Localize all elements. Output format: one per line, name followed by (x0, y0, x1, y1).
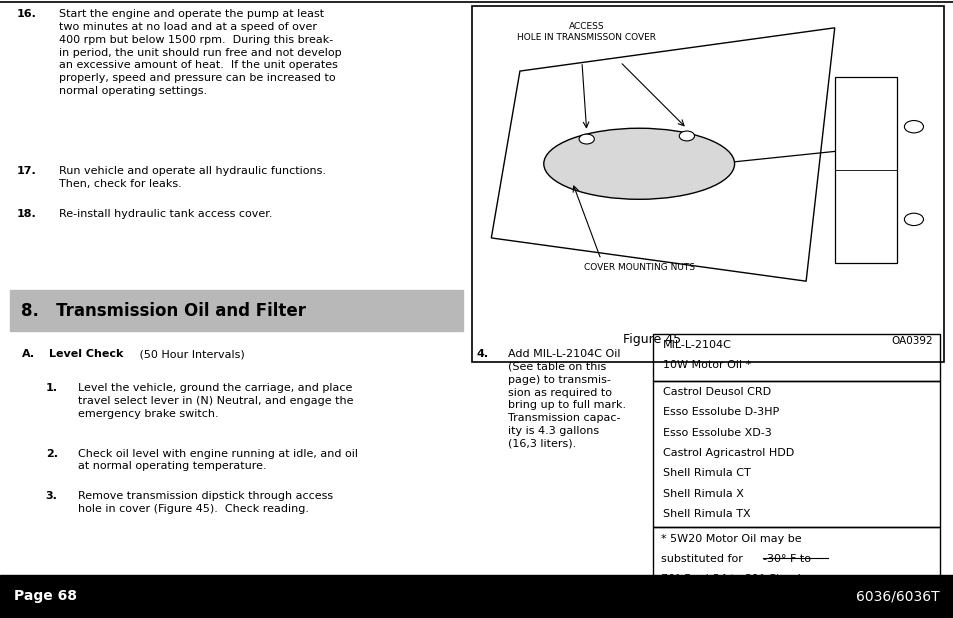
Text: Level Check: Level Check (49, 349, 123, 359)
Text: (-34 to 21° C) only.: (-34 to 21° C) only. (700, 575, 809, 585)
Text: Esso Essolube D-3HP: Esso Essolube D-3HP (662, 407, 779, 417)
Bar (653, 334, 939, 381)
Bar (653, 528, 939, 595)
Text: Run vehicle and operate all hydraulic functions.
Then, check for leaks.: Run vehicle and operate all hydraulic fu… (59, 166, 326, 189)
Text: 2.: 2. (46, 449, 58, 459)
Bar (0, 575, 953, 618)
Text: 16.: 16. (17, 9, 37, 19)
Bar (10, 290, 462, 331)
Text: OA0392: OA0392 (890, 336, 932, 346)
Text: 6036/6036T: 6036/6036T (855, 590, 939, 603)
Text: Level the vehicle, ground the carriage, and place
travel select lever in (N) Neu: Level the vehicle, ground the carriage, … (78, 383, 354, 419)
Text: 10W Motor Oil *: 10W Motor Oil * (662, 360, 751, 370)
Text: 8.   Transmission Oil and Filter: 8. Transmission Oil and Filter (21, 302, 306, 320)
Text: 4.: 4. (476, 349, 489, 359)
Text: COVER MOUNTING NUTS: COVER MOUNTING NUTS (583, 263, 694, 272)
Circle shape (578, 134, 594, 144)
Text: Add MIL-L-2104C Oil
(See table on this
page) to transmis-
sion as required to
br: Add MIL-L-2104C Oil (See table on this p… (507, 349, 625, 449)
Text: Castrol Deusol CRD: Castrol Deusol CRD (662, 387, 770, 397)
Text: A.: A. (22, 349, 35, 359)
Text: Page 68: Page 68 (14, 590, 77, 603)
Text: Check oil level with engine running at idle, and oil
at normal operating tempera: Check oil level with engine running at i… (78, 449, 358, 472)
Ellipse shape (543, 129, 734, 200)
Text: (50 Hour Intervals): (50 Hour Intervals) (136, 349, 245, 359)
Text: Castrol Agricastrol HDD: Castrol Agricastrol HDD (662, 448, 794, 458)
Text: Figure 45: Figure 45 (622, 333, 680, 346)
Text: 18.: 18. (17, 209, 37, 219)
Bar (472, 6, 943, 362)
Text: 17.: 17. (17, 166, 37, 176)
Bar (834, 77, 896, 263)
Text: substituted for: substituted for (660, 554, 745, 564)
Text: Shell Rimula TX: Shell Rimula TX (662, 509, 750, 519)
Text: -30° F to: -30° F to (762, 554, 810, 564)
Text: 1.: 1. (46, 383, 58, 393)
Text: Start the engine and operate the pump at least
two minutes at no load and at a s: Start the engine and operate the pump at… (59, 9, 341, 96)
Polygon shape (491, 28, 834, 281)
Text: MIL-L-2104C: MIL-L-2104C (662, 340, 731, 350)
Bar (653, 381, 939, 528)
Text: Shell Rimula X: Shell Rimula X (662, 489, 743, 499)
Bar (474, 7, 942, 334)
Text: Remove transmission dipstick through access
hole in cover (Figure 45).  Check re: Remove transmission dipstick through acc… (78, 491, 333, 514)
Circle shape (679, 131, 694, 141)
Text: Re-install hydraulic tank access cover.: Re-install hydraulic tank access cover. (59, 209, 273, 219)
Text: * 5W20 Motor Oil may be: * 5W20 Motor Oil may be (660, 534, 801, 544)
Text: 3.: 3. (46, 491, 57, 501)
Text: ACCESS
HOLE IN TRANSMISSON COVER: ACCESS HOLE IN TRANSMISSON COVER (517, 22, 656, 42)
Text: 70° F: 70° F (660, 575, 690, 585)
Text: Shell Rimula CT: Shell Rimula CT (662, 468, 750, 478)
Text: Esso Essolube XD-3: Esso Essolube XD-3 (662, 428, 771, 438)
